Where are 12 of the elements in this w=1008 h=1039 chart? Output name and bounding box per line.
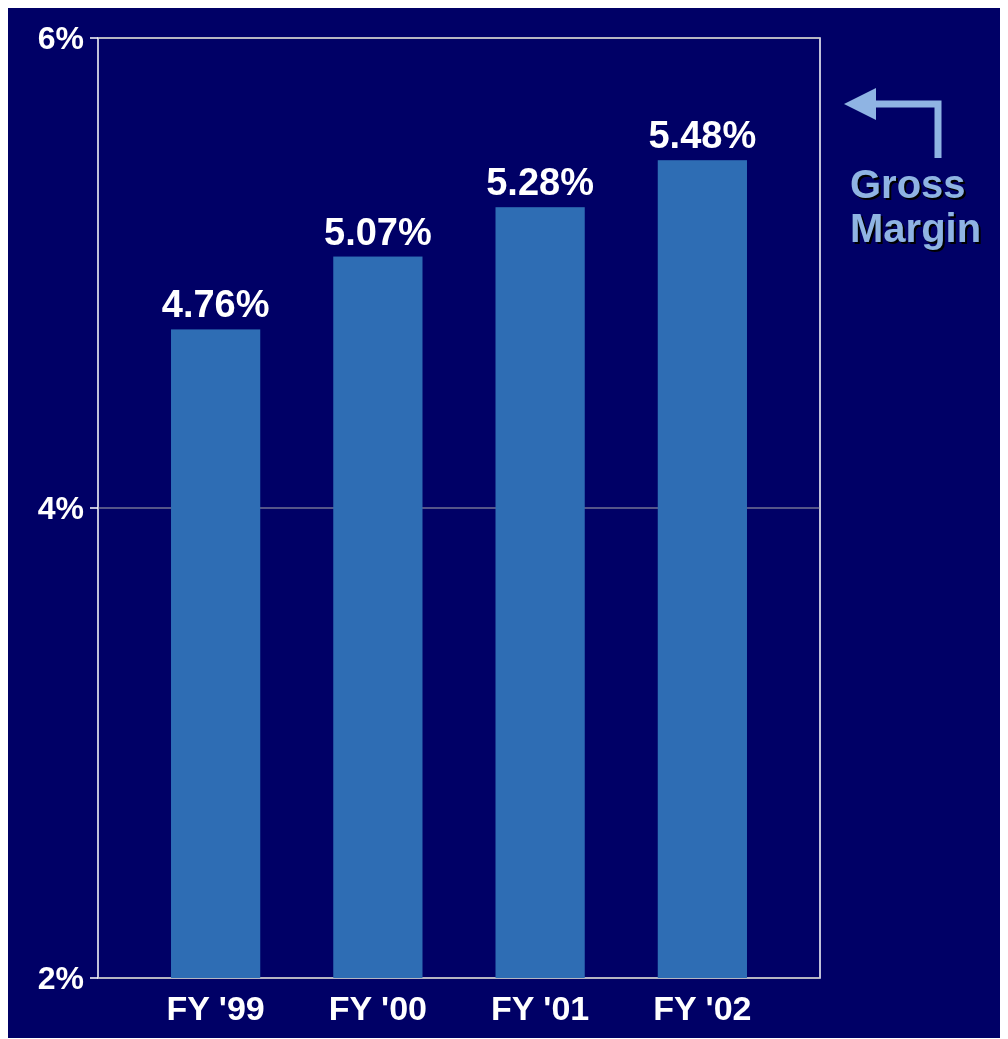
text: Gross Margin [850, 162, 982, 250]
data-label: 5.28% [486, 161, 594, 204]
y-tick-label: 2% [37, 960, 84, 997]
y-tick-label: 4% [37, 490, 84, 527]
data-label: 5.48% [648, 114, 757, 157]
data-label: 5.07% [324, 210, 432, 253]
x-tick-label: FY '02 [653, 989, 752, 1027]
y-tick-label: 6% [37, 20, 84, 57]
x-tick-label: FY '01 [491, 989, 590, 1027]
x-tick-label: FY '00 [328, 989, 427, 1027]
data-label: 4.76% [161, 283, 270, 326]
x-tick-label: FY '99 [166, 989, 265, 1027]
